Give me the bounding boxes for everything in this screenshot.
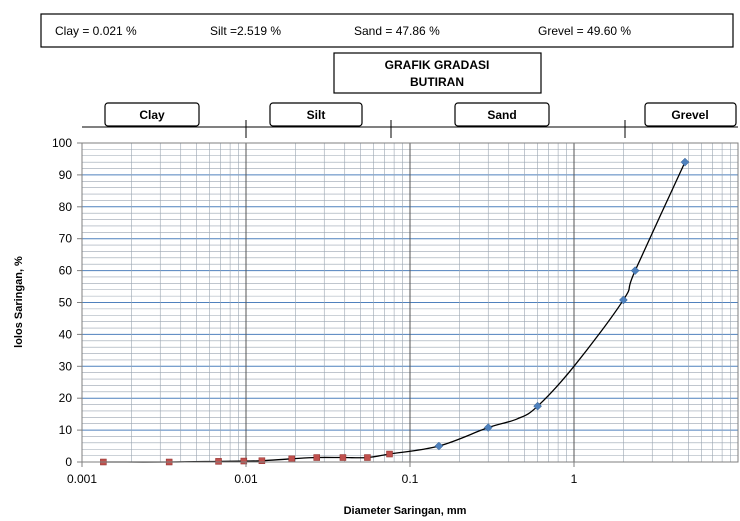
x-tick-label: 0.1 — [402, 472, 419, 486]
data-points — [100, 157, 690, 466]
zone-label-clay: Clay — [139, 108, 165, 122]
zone-label-sand: Sand — [487, 108, 516, 122]
grid-lines — [81, 142, 738, 463]
zone-box-clay — [104, 102, 200, 127]
y-tick-label: 40 — [59, 327, 73, 341]
y-tick-label: 20 — [59, 391, 73, 405]
y-tick-label: 90 — [59, 168, 73, 182]
data-point-diamond — [630, 266, 640, 275]
data-point-square — [313, 454, 320, 461]
data-point-diamond — [680, 157, 690, 167]
data-point-square — [386, 450, 393, 458]
chart-title-line2: BUTIRAN — [410, 75, 464, 89]
x-axis-title: Diameter Saringan, mm — [344, 505, 467, 517]
y-tick-label: 0 — [65, 455, 72, 469]
y-tick-label: 60 — [59, 264, 73, 278]
zone-box-sand — [454, 102, 550, 127]
data-point-square — [339, 454, 347, 461]
y-tick-label: 100 — [52, 136, 72, 150]
data-point-square — [288, 455, 295, 463]
x-tick-label: 0.001 — [67, 472, 97, 486]
y-tick-label: 30 — [59, 359, 73, 373]
zone-box-silt — [269, 102, 363, 127]
data-point-diamond — [483, 423, 493, 432]
zone-label-silt: Silt — [307, 108, 326, 122]
data-point-square — [258, 457, 266, 464]
data-point-diamond — [619, 295, 628, 305]
data-point-diamond — [434, 441, 444, 451]
y-tick-label: 70 — [59, 232, 73, 246]
data-point-square — [215, 458, 222, 465]
header-grevel: Grevel = 49.60 % — [538, 24, 631, 38]
header-sand: Sand = 47.86 % — [354, 24, 440, 38]
y-tick-label: 10 — [59, 423, 73, 437]
x-tick-label: 1 — [571, 472, 578, 486]
x-tick-label: 0.01 — [234, 472, 258, 486]
axes: 0 10 20 30 40 50 60 70 80 90 100 0.001 0.01 0.1 1 — [52, 136, 739, 486]
data-point-square — [364, 454, 371, 461]
y-tick-label: 80 — [59, 200, 73, 214]
data-point-diamond — [533, 401, 542, 411]
header-clay: Clay = 0.021 % — [55, 24, 137, 38]
zone-box-grevel — [644, 102, 737, 127]
zone-label-grevel: Grevel — [671, 108, 708, 122]
y-tick-label: 50 — [59, 296, 73, 310]
y-axis-title: lolos Saringan, % — [13, 256, 25, 348]
chart-title-line1: GRAFIK GRADASI — [385, 58, 490, 72]
header-box — [40, 13, 734, 48]
header-silt: Silt =2.519 % — [210, 24, 281, 38]
chart-title-box — [333, 52, 542, 94]
data-point-square — [240, 457, 248, 465]
